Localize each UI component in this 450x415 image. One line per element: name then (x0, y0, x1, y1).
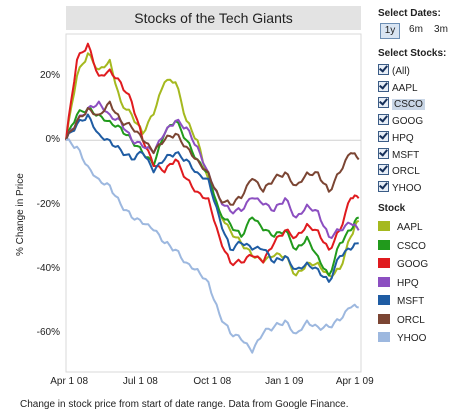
x-tick-label: Jul 1 08 (122, 376, 158, 387)
legend-item-hpq[interactable]: HPQ (378, 276, 419, 291)
chart-footnote: Change in stock price from start of date… (20, 399, 349, 410)
stock-checkbox-msft[interactable]: MSFT (378, 147, 420, 162)
select-dates-label: Select Dates: (378, 8, 441, 19)
checkbox-label: CSCO (392, 99, 425, 111)
legend-label: GOOG (397, 259, 429, 270)
legend-item-aapl[interactable]: AAPL (378, 221, 423, 235)
select-stocks-label: Select Stocks: (378, 48, 447, 59)
checkbox-checked-icon[interactable] (378, 114, 389, 126)
legend-swatch (378, 239, 390, 250)
checkbox-label: AAPL (392, 82, 418, 94)
chart-panel: Stocks of the Tech Giants % Change in Pr… (15, 6, 374, 410)
stock-checkbox-aapl[interactable]: AAPL (378, 80, 418, 95)
x-tick-label: Apr 1 08 (50, 376, 89, 387)
x-tick-label: Oct 1 08 (193, 376, 232, 387)
legend-label: HPQ (397, 277, 419, 289)
series-group (65, 42, 360, 354)
legend-swatch (378, 313, 390, 324)
legend-item-yhoo[interactable]: YHOO (378, 332, 426, 346)
filter-sidebar: Select Dates: 1y 6m 3m Select Stocks: (All… (378, 0, 450, 415)
stock-checkbox-all[interactable]: (All) (378, 64, 410, 78)
stock-checkbox-orcl[interactable]: ORCL (378, 164, 420, 178)
date-option-6m[interactable]: 6m (409, 24, 423, 35)
checkbox-checked-icon[interactable] (378, 80, 389, 92)
legend-label: ORCL (397, 314, 425, 326)
checkbox-checked-icon[interactable] (378, 164, 389, 176)
checkbox-label: GOOG (392, 116, 424, 128)
legend-swatch (378, 258, 390, 268)
checkbox-checked-icon[interactable] (378, 130, 389, 142)
checkbox-label: ORCL (392, 166, 420, 178)
x-tick-label: Jan 1 09 (265, 376, 304, 387)
series-line-orcl (65, 100, 360, 206)
y-tick-label: -20% (36, 198, 60, 210)
checkbox-checked-icon[interactable] (378, 64, 389, 75)
y-tick-label: -40% (36, 262, 60, 274)
checkbox-checked-icon[interactable] (378, 147, 389, 159)
legend-label: CSCO (397, 240, 426, 252)
chart-title: Stocks of the Tech Giants (66, 6, 361, 30)
legend-item-msft[interactable]: MSFT (378, 295, 424, 309)
y-tick-label: -60% (36, 327, 60, 339)
legend-label: AAPL (397, 222, 423, 233)
legend-label: MSFT (397, 296, 425, 307)
y-tick-label: 0% (45, 134, 60, 146)
legend-label: YHOO (397, 333, 427, 344)
checkbox-label: YHOO (392, 182, 422, 194)
series-line-msft (65, 113, 359, 283)
checkbox-label: (All) (392, 66, 410, 77)
series-line-goog (65, 42, 360, 267)
legend-swatch (378, 276, 390, 287)
legend-swatch (378, 332, 390, 342)
plot-area (65, 33, 362, 373)
line-chart (65, 33, 362, 373)
checkbox-checked-icon[interactable] (378, 180, 389, 192)
checkbox-label: HPQ (392, 132, 414, 144)
stock-checkbox-yhoo[interactable]: YHOO (378, 180, 422, 195)
series-line-csco (65, 107, 360, 277)
legend-title: Stock (378, 203, 406, 214)
legend-item-orcl[interactable]: ORCL (378, 313, 425, 328)
date-option-3m[interactable]: 3m (434, 24, 448, 35)
y-axis-label: % Change in Price (15, 173, 26, 256)
legend-swatch (378, 221, 390, 231)
series-line-yhoo (65, 138, 359, 354)
date-option-1y[interactable]: 1y (380, 23, 400, 39)
checkbox-label: MSFT (392, 149, 420, 161)
x-tick-label: Apr 1 09 (335, 376, 374, 387)
stock-checkbox-csco[interactable]: CSCO (378, 97, 425, 111)
legend-swatch (378, 295, 390, 305)
stock-checkbox-hpq[interactable]: HPQ (378, 130, 414, 145)
legend-item-csco[interactable]: CSCO (378, 239, 426, 254)
stock-checkbox-goog[interactable]: GOOG (378, 114, 423, 128)
checkbox-checked-icon[interactable] (378, 97, 389, 109)
legend-item-goog[interactable]: GOOG (378, 258, 428, 272)
y-tick-label: 20% (39, 69, 60, 81)
